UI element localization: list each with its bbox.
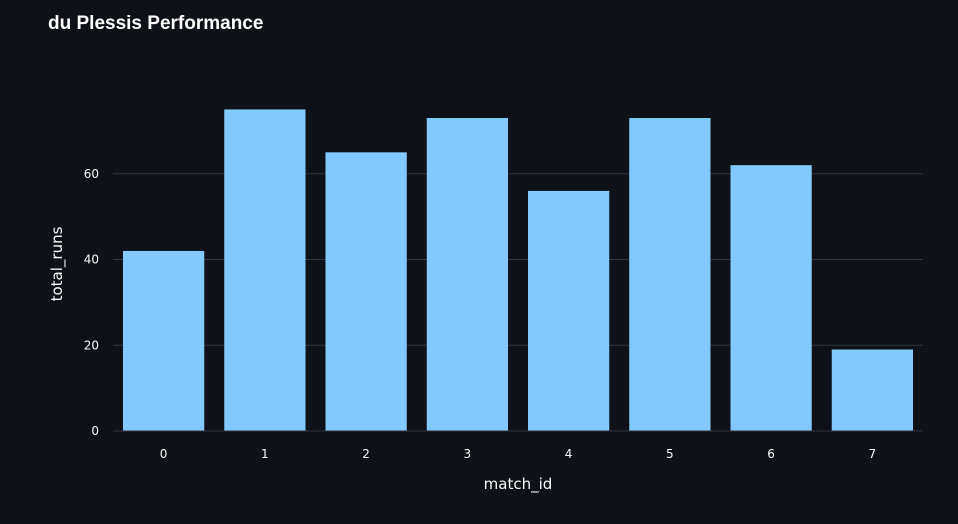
bar-match-0[interactable]: [123, 250, 205, 431]
y-tick-label: 0: [91, 424, 99, 438]
x-tick-label: 6: [767, 447, 775, 461]
x-tick-label: 4: [565, 447, 573, 461]
x-axis-title: match_id: [484, 475, 553, 494]
x-tick-label: 1: [261, 447, 269, 461]
bars: [113, 109, 923, 432]
y-tick-label: 40: [84, 253, 99, 267]
bar-match-1[interactable]: [224, 109, 306, 431]
bar-match-7[interactable]: [831, 349, 913, 431]
y-tick-label: 20: [84, 338, 99, 352]
chart-title: du Plessis Performance: [48, 13, 264, 34]
bar-match-4[interactable]: [528, 190, 610, 431]
bar-match-6[interactable]: [730, 165, 812, 432]
x-tick-label: 0: [160, 447, 168, 461]
x-tick-label: 7: [869, 447, 877, 461]
x-tick-label: 2: [362, 447, 370, 461]
x-tick-labels: 0 1 2 3 4 5 6 7: [160, 447, 876, 461]
y-axis-title: total_runs: [48, 226, 67, 301]
x-tick-label: 5: [666, 447, 674, 461]
bar-match-3[interactable]: [426, 118, 508, 431]
bar-match-2[interactable]: [325, 152, 407, 431]
x-tick-label: 3: [464, 447, 472, 461]
y-tick-label: 60: [84, 167, 99, 181]
y-tick-labels: 0 20 40 60: [84, 167, 99, 438]
bar-match-5[interactable]: [629, 118, 711, 431]
